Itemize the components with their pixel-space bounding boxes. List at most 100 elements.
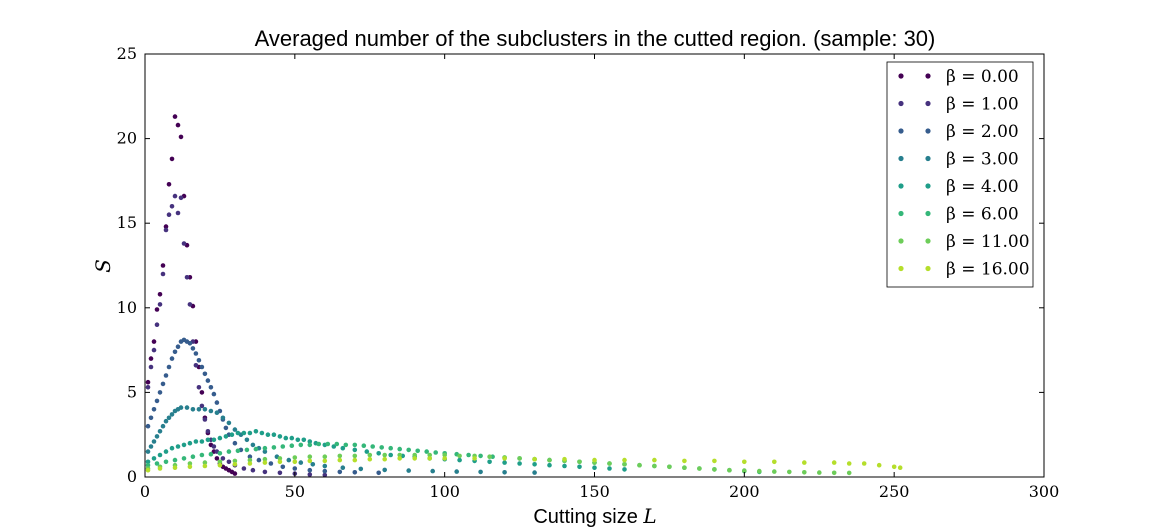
data-point xyxy=(727,467,732,473)
data-point xyxy=(337,453,343,459)
data-point xyxy=(169,356,175,361)
data-point xyxy=(607,461,612,466)
legend-marker xyxy=(925,265,931,272)
data-point xyxy=(457,453,462,459)
data-point xyxy=(622,467,627,472)
data-point xyxy=(577,459,582,465)
data-point xyxy=(178,134,184,140)
legend-entry: β = 1.00 xyxy=(898,95,1019,115)
data-point xyxy=(169,412,175,417)
data-point xyxy=(190,407,196,412)
data-point xyxy=(307,442,313,448)
data-point xyxy=(472,456,477,461)
data-point xyxy=(145,462,151,468)
data-point xyxy=(262,469,268,475)
data-point xyxy=(211,391,217,397)
data-point xyxy=(199,403,205,409)
data-point xyxy=(187,464,193,470)
data-point xyxy=(442,456,448,461)
data-point xyxy=(244,437,250,443)
data-point xyxy=(802,460,807,465)
data-point xyxy=(145,385,151,390)
data-point xyxy=(208,408,214,414)
data-point xyxy=(622,462,627,467)
series-5 xyxy=(145,441,762,475)
x-tick-label: 200 xyxy=(729,482,760,501)
data-point xyxy=(292,466,298,471)
data-point xyxy=(163,227,169,233)
data-point xyxy=(897,465,903,471)
data-point xyxy=(214,400,220,405)
data-point xyxy=(187,440,193,446)
data-point xyxy=(307,467,313,473)
series-2 xyxy=(145,337,382,476)
y-tick-label: 5 xyxy=(127,382,137,401)
data-point xyxy=(157,292,163,297)
data-point xyxy=(175,122,181,128)
data-point xyxy=(172,114,178,119)
data-point xyxy=(846,470,852,476)
data-point xyxy=(562,463,567,469)
data-point xyxy=(229,432,235,438)
data-point xyxy=(322,458,328,464)
data-point xyxy=(145,467,151,473)
data-point xyxy=(352,447,358,453)
data-point xyxy=(682,458,687,464)
data-point xyxy=(232,471,238,476)
y-tick-label: 20 xyxy=(117,129,137,148)
data-point xyxy=(547,462,552,468)
legend-marker xyxy=(925,210,931,217)
y-axis-ticks: 0 5 10 15 20 25 xyxy=(117,44,1044,486)
data-point xyxy=(340,445,346,451)
data-point xyxy=(157,302,163,307)
data-point xyxy=(166,415,172,421)
data-point xyxy=(160,263,166,268)
data-point xyxy=(172,465,178,471)
data-point xyxy=(337,457,343,463)
data-point xyxy=(202,407,208,412)
x-axis-label-variable: L xyxy=(642,504,656,528)
data-point xyxy=(181,456,187,461)
data-point xyxy=(226,449,232,454)
data-point xyxy=(397,452,403,458)
data-point xyxy=(592,457,597,463)
data-point xyxy=(145,459,151,465)
data-point xyxy=(397,456,403,461)
data-point xyxy=(163,449,169,454)
y-axis-label: S xyxy=(91,259,115,273)
data-point xyxy=(181,442,187,448)
data-point xyxy=(352,457,358,463)
data-point xyxy=(271,445,277,450)
data-point xyxy=(280,464,286,470)
data-point xyxy=(406,468,412,473)
data-point xyxy=(316,441,322,447)
data-point xyxy=(340,465,346,471)
data-point xyxy=(406,447,412,453)
data-point xyxy=(235,448,241,454)
x-tick-label: 150 xyxy=(579,482,610,501)
data-point xyxy=(223,434,229,439)
data-point xyxy=(205,378,211,383)
data-point xyxy=(169,445,175,451)
data-point xyxy=(217,435,223,441)
data-point xyxy=(277,456,283,461)
data-point xyxy=(382,452,388,458)
data-point xyxy=(202,463,208,469)
data-point xyxy=(175,344,181,350)
data-point xyxy=(262,445,268,451)
data-point xyxy=(517,456,522,461)
data-point xyxy=(415,448,421,454)
data-point xyxy=(160,271,166,277)
data-point xyxy=(412,456,418,461)
x-tick-label: 50 xyxy=(285,482,305,501)
data-point xyxy=(478,453,483,459)
data-point xyxy=(214,410,220,416)
data-point xyxy=(247,457,253,463)
data-point xyxy=(478,469,483,475)
data-point xyxy=(190,454,196,460)
legend-marker xyxy=(898,128,904,134)
data-point xyxy=(652,463,657,469)
data-point xyxy=(382,456,388,462)
data-point xyxy=(487,459,492,465)
x-axis-ticks: 0 50 100 150 200 250 300 xyxy=(140,54,1059,501)
